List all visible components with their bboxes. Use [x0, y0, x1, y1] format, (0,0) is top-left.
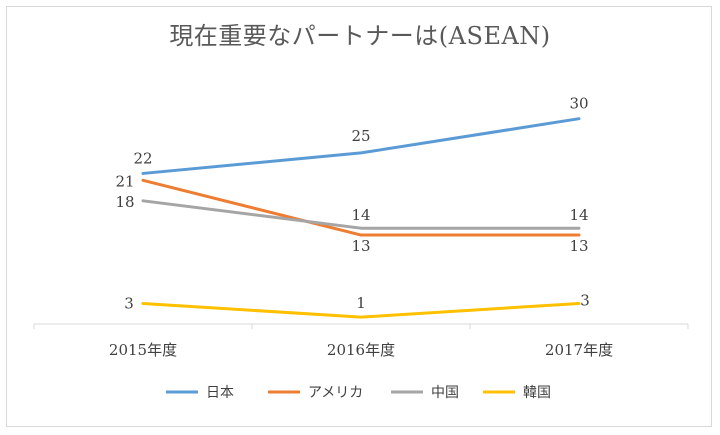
legend-label: アメリカ — [308, 385, 363, 401]
data-label-series-2: 14 — [351, 206, 370, 224]
series-line-1 — [141, 178, 581, 237]
chart-frame — [6, 6, 712, 427]
legend-label: 日本 — [206, 385, 234, 401]
legend-label: 中国 — [431, 385, 459, 401]
series-line-2 — [141, 199, 581, 230]
data-label-series-0: 30 — [569, 95, 588, 113]
data-label-series-3: 3 — [580, 291, 590, 309]
data-label-series-3: 1 — [356, 294, 366, 312]
data-label-series-3: 3 — [124, 294, 134, 312]
x-tick-label: 2015年度 — [109, 341, 177, 359]
data-label-series-1: 21 — [115, 172, 134, 190]
data-label-series-0: 22 — [133, 149, 152, 167]
data-label-series-1: 13 — [351, 237, 370, 255]
x-tick-label: 2017年度 — [545, 341, 613, 359]
data-label-series-1: 13 — [569, 237, 588, 255]
data-label-series-2: 18 — [115, 193, 134, 211]
legend-label: 韓国 — [523, 385, 551, 401]
data-label-series-2: 14 — [569, 206, 588, 224]
series-line-3 — [141, 301, 581, 319]
series-line-0 — [141, 117, 581, 175]
x-tick-label: 2016年度 — [327, 341, 395, 359]
data-label-series-0: 25 — [351, 127, 370, 145]
chart-title: 現在重要なパートナーは(ASEAN) — [169, 22, 551, 50]
